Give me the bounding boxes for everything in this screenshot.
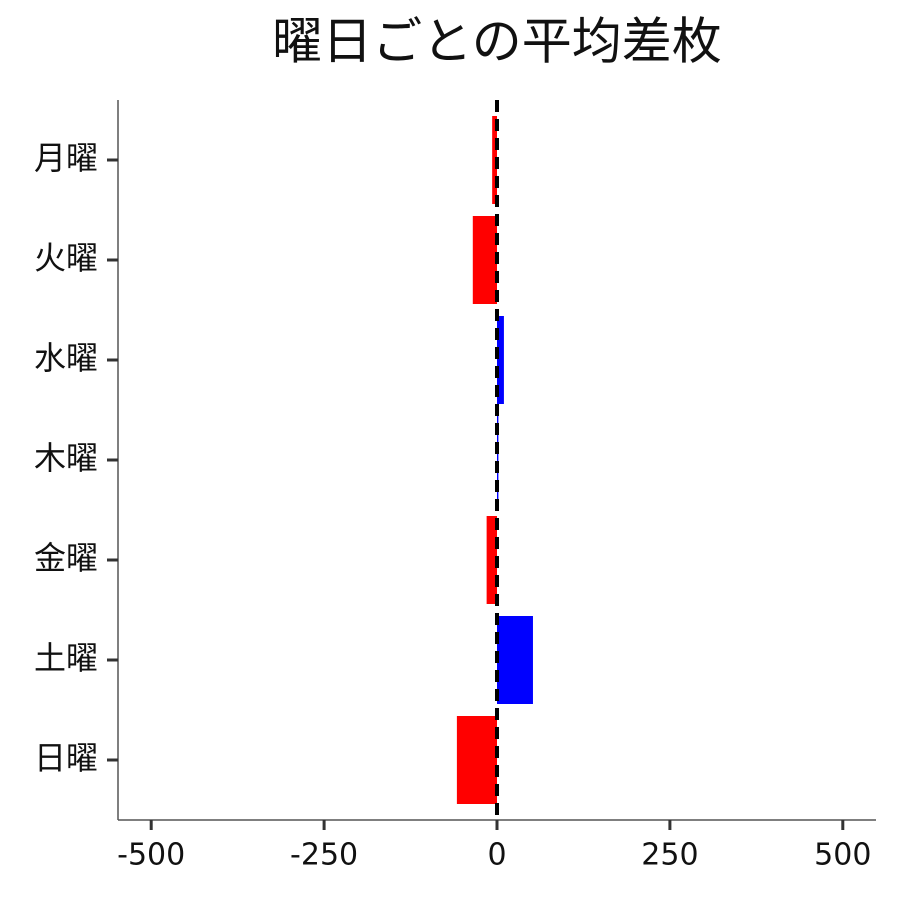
bar [497, 316, 504, 404]
y-tick-label: 火曜 [34, 239, 98, 277]
x-tick-label: 500 [814, 838, 871, 873]
x-tick-label: -500 [117, 838, 185, 873]
y-tick-label: 土曜 [34, 639, 98, 677]
x-tick-label: -250 [290, 838, 358, 873]
x-tick-label: 250 [641, 838, 698, 873]
y-tick-label: 日曜 [34, 739, 98, 777]
y-tick-label: 木曜 [34, 439, 98, 477]
bar [486, 516, 497, 604]
bar [472, 216, 497, 304]
bar [456, 716, 497, 804]
bar [492, 116, 497, 204]
y-tick-label: 月曜 [34, 139, 98, 177]
y-tick-label: 水曜 [34, 339, 98, 377]
chart-title: 曜日ごとの平均差枚 [272, 13, 722, 71]
bar [497, 416, 499, 504]
bar [497, 616, 533, 704]
y-tick-label: 金曜 [34, 539, 98, 577]
x-tick-label: 0 [487, 838, 506, 873]
